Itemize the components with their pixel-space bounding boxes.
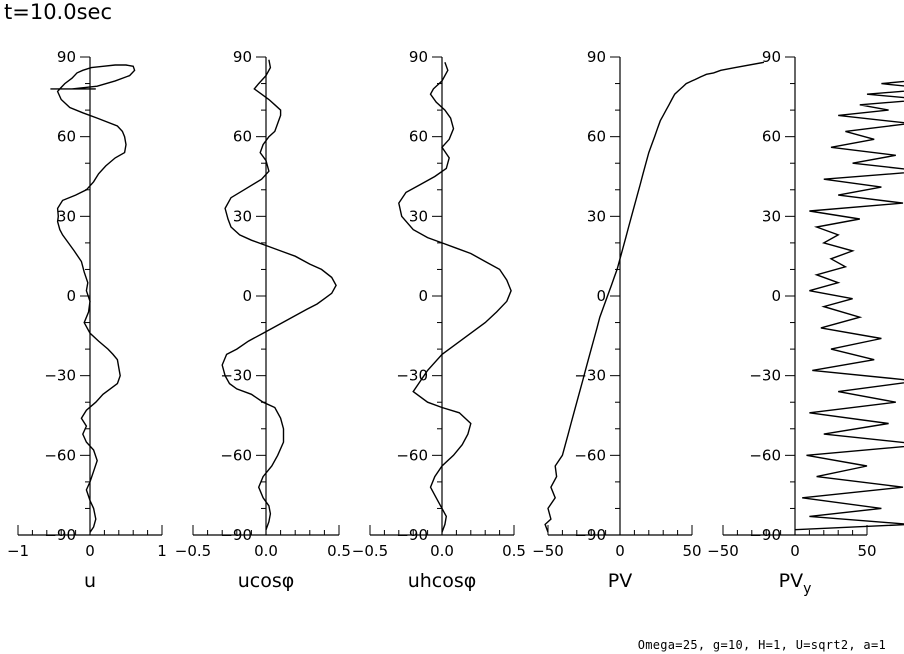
- y-tick-label-uhcos: 0: [418, 287, 428, 305]
- y-tick-label-ucos: 0: [242, 287, 252, 305]
- x-tick-label-pv: 50: [682, 542, 701, 560]
- y-tick-label-pv: −30: [574, 367, 606, 385]
- series-line-uhcos: [398, 62, 512, 533]
- y-tick-label-uhcos: 60: [409, 128, 428, 146]
- x-label-uhcos: uhcosφ: [408, 570, 477, 592]
- y-tick-label-u: 60: [57, 128, 76, 146]
- chart-panel-pvy: −50 0 50 −90 −60 −30 0 30 60 90 PVy: [707, 48, 904, 597]
- y-tick-label-uhcos: −60: [396, 446, 428, 464]
- y-tick-label-ucos: 30: [233, 207, 252, 225]
- y-tick-label-pv: 60: [587, 128, 606, 146]
- y-tick-label-pvy: 30: [762, 207, 781, 225]
- y-tick-label-pvy: 90: [762, 48, 781, 66]
- x-tick-label-pv: 0: [615, 542, 625, 560]
- x-tick-label-pvy: 0: [790, 542, 800, 560]
- x-tick-label-ucos: −0.5: [175, 542, 211, 560]
- y-tick-label-uhcos: −30: [396, 367, 428, 385]
- figure-title: t=10.0sec: [4, 0, 112, 24]
- y-tick-label-u: −60: [44, 446, 76, 464]
- series-line-ucos: [221, 59, 337, 530]
- y-tick-label-ucos: −90: [220, 526, 252, 544]
- x-tick-label-uhcos: 0.5: [502, 542, 526, 560]
- y-tick-label-u: 90: [57, 48, 76, 66]
- y-tick-label-u: 30: [57, 207, 76, 225]
- y-tick-label-ucos: 90: [233, 48, 252, 66]
- series-line-pv: [544, 61, 765, 533]
- y-tick-label-pv: 90: [587, 48, 606, 66]
- y-tick-label-pv: −90: [574, 526, 606, 544]
- y-tick-label-pv: −60: [574, 446, 606, 464]
- y-tick-label-pv: 0: [596, 287, 606, 305]
- y-tick-label-pvy: 0: [771, 287, 781, 305]
- chart-panel-pv: −50 0 50 −90 −60 −30 0 30 60 90 PV: [532, 48, 765, 592]
- x-tick-label-u: 0: [85, 542, 95, 560]
- y-tick-label-uhcos: −90: [396, 526, 428, 544]
- chart-panel-uhcos: −0.5 0.0 0.5 −90 −60 −30 0 30 60 90 uhcosφ: [352, 48, 526, 592]
- parameter-footnote: Omega=25, g=10, H=1, U=sqrt2, a=1: [637, 638, 886, 652]
- x-tick-label-pv: −50: [532, 542, 564, 560]
- y-tick-label-u: 0: [66, 287, 76, 305]
- x-tick-label-ucos: 0.0: [254, 542, 278, 560]
- series-line-u: [50, 64, 136, 533]
- y-tick-label-pv: 30: [587, 207, 606, 225]
- y-tick-label-uhcos: 90: [409, 48, 428, 66]
- y-tick-label-pvy: −90: [749, 526, 781, 544]
- x-tick-label-u: −1: [7, 542, 29, 560]
- x-label-pv: PV: [608, 570, 632, 592]
- y-tick-label-u: −90: [44, 526, 76, 544]
- x-tick-label-uhcos: 0.0: [430, 542, 454, 560]
- x-label-u: u: [84, 570, 96, 592]
- x-tick-label-ucos: 0.5: [327, 542, 351, 560]
- y-tick-label-pvy: 60: [762, 128, 781, 146]
- x-tick-label-pvy: 50: [857, 542, 876, 560]
- y-tick-label-pvy: −60: [749, 446, 781, 464]
- chart-panel-u: −1 0 1 −90 −60 −30 0 30 60 90 u: [7, 48, 167, 592]
- y-tick-label-ucos: −60: [220, 446, 252, 464]
- x-tick-label-pvy: −50: [707, 542, 739, 560]
- y-tick-label-u: −30: [44, 367, 76, 385]
- y-tick-label-ucos: 60: [233, 128, 252, 146]
- y-tick-label-uhcos: 30: [409, 207, 428, 225]
- y-tick-label-pvy: −30: [749, 367, 781, 385]
- x-label-pvy: PVy: [779, 570, 812, 597]
- x-label-ucos: ucosφ: [238, 570, 295, 592]
- x-tick-label-uhcos: −0.5: [352, 542, 388, 560]
- x-tick-label-u: 1: [157, 542, 167, 560]
- series-line-pvy: [794, 80, 904, 531]
